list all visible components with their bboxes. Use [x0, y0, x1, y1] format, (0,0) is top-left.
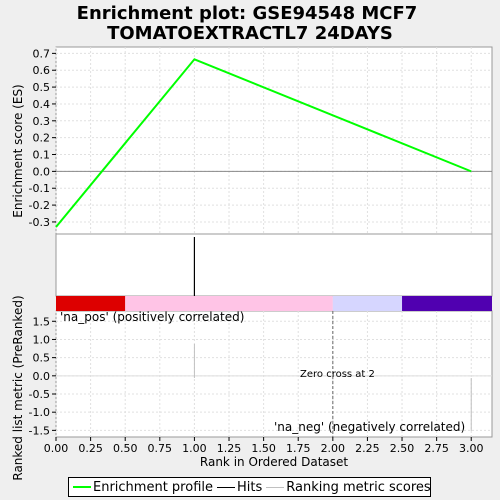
ranked-y-tick-label: 0.0 [33, 370, 51, 383]
x-tick-label: 1.25 [217, 442, 242, 455]
x-tick-label: 1.75 [286, 442, 311, 455]
x-tick-label: 0.00 [44, 442, 69, 455]
enrichment-profile-line [55, 58, 472, 228]
ranked-y-tick-label: 1.0 [33, 333, 51, 346]
es-y-tick-label: 0.7 [33, 47, 51, 60]
strip-positive-light-segment [125, 296, 333, 311]
legend-swatch-hits [217, 486, 235, 488]
chart-legend: Enrichment profile Hits Ranking metric s… [68, 477, 431, 497]
x-tick-label: 1.50 [251, 442, 276, 455]
es-grid [55, 47, 492, 234]
es-y-tick-label: 0.4 [33, 98, 51, 111]
x-axis-label: Rank in Ordered Dataset [200, 455, 348, 469]
x-tick-label: 0.25 [78, 442, 103, 455]
hits-panel [55, 233, 493, 297]
es-y-tick-label: -0.1 [29, 182, 50, 195]
es-y-tick-label: 0.2 [33, 132, 51, 145]
x-tick-label: 2.50 [390, 442, 415, 455]
strip-negative-light-segment [332, 296, 403, 311]
ranked-y-tick-label: -1.0 [29, 406, 50, 419]
x-tick-label: 0.50 [113, 442, 138, 455]
ranked-panel [55, 310, 493, 438]
ranked-y-tick-label: -0.5 [29, 388, 50, 401]
es-y-tick-label: 0.5 [33, 81, 51, 94]
legend-label: Enrichment profile [93, 479, 213, 495]
legend-item-hits: Hits [217, 480, 262, 495]
es-y-tick-label: -0.3 [29, 216, 50, 229]
es-y-axis-label: Enrichment score (ES) [11, 84, 25, 217]
es-y-tick-label: -0.2 [29, 199, 50, 212]
strip-positive-segment [56, 296, 126, 311]
positive-correlation-label: 'na_pos' (positively correlated) [60, 310, 244, 324]
correlation-color-strip [56, 296, 492, 311]
es-y-tick-label: 0.0 [33, 165, 51, 178]
x-tick-label: 3.00 [459, 442, 484, 455]
legend-swatch-ranking-metric [266, 486, 285, 488]
negative-correlation-label: 'na_neg' (negatively correlated) [274, 420, 465, 434]
chart-title-line1: Enrichment plot: GSE94548 MCF7 [77, 3, 418, 24]
x-tick-label: 1.00 [182, 442, 207, 455]
zero-cross-label: Zero cross at 2 [300, 369, 375, 380]
strip-negative-segment [402, 296, 492, 311]
x-tick-label: 0.75 [148, 442, 173, 455]
legend-swatch-enrichment-profile [73, 486, 91, 488]
es-y-tick-label: 0.3 [33, 115, 51, 128]
legend-item-enrichment-profile: Enrichment profile [73, 480, 213, 495]
x-tick-label: 2.25 [355, 442, 380, 455]
chart-title-line2: TOMATOEXTRACTL7 24DAYS [107, 23, 393, 44]
ranked-y-axis-label: Ranked list metric (PreRanked) [11, 295, 25, 480]
x-tick-label: 2.00 [321, 442, 346, 455]
axis-ticks: 0.00 0.25 0.50 0.75 1.00 1.25 1.50 1.75 2.00 2.25… [29, 47, 484, 455]
ranked-y-tick-label: 0.5 [33, 352, 51, 365]
es-y-tick-label: 0.6 [33, 64, 51, 77]
legend-label: Hits [237, 479, 263, 495]
es-y-tick-label: 0.1 [33, 149, 51, 162]
legend-label: Ranking metric scores [286, 479, 431, 495]
es-panel [55, 46, 493, 235]
ranked-y-tick-label: 1.5 [33, 315, 51, 328]
enrichment-profile-polyline [55, 58, 472, 228]
legend-item-ranking-metric: Ranking metric scores [266, 479, 431, 495]
x-tick-label: 2.75 [424, 442, 449, 455]
ranked-y-tick-label: -1.5 [29, 424, 50, 437]
